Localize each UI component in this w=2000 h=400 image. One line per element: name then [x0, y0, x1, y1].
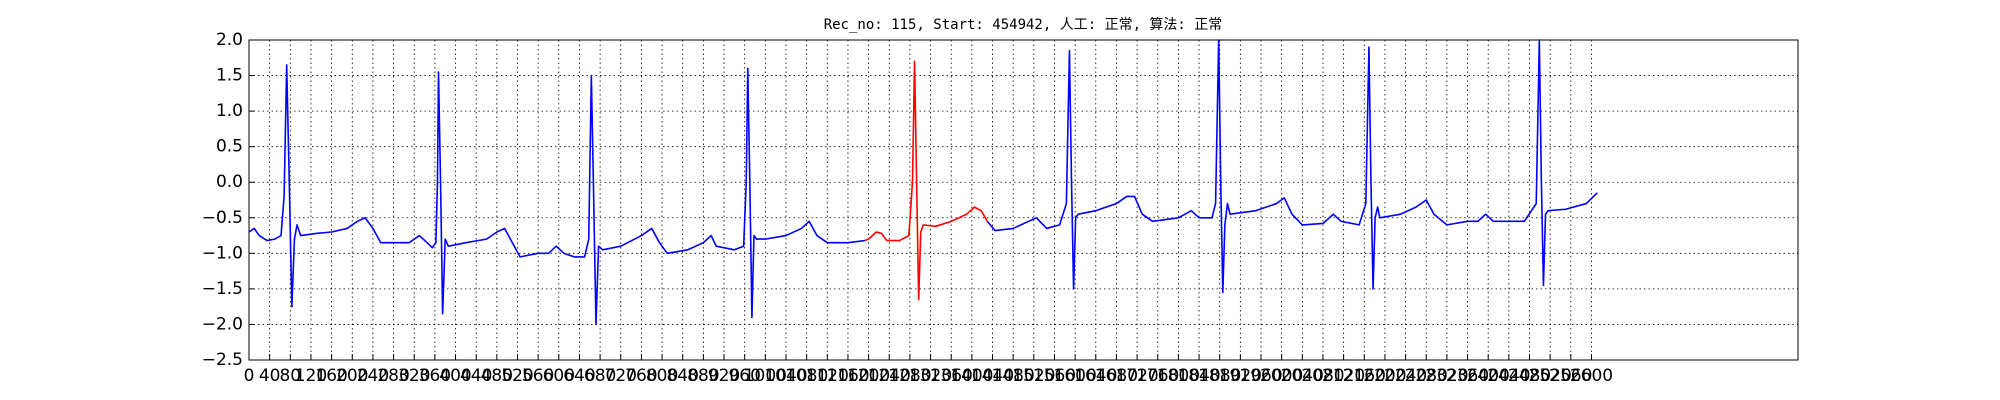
x-tick-label: 480 [481, 366, 513, 386]
x-tick-label: 1920 [1219, 366, 1262, 386]
x-tick-label: 1400 [950, 366, 993, 386]
x-tick-label: 2520 [1529, 366, 1572, 386]
x-tick-label: 880 [687, 366, 719, 386]
x-tick-label: 1760 [1136, 366, 1179, 386]
ecg-line [986, 39, 1598, 294]
x-tick-label: 2600 [1570, 366, 1613, 386]
x-tick-label: 1040 [764, 366, 807, 386]
y-tick-label: −0.5 [202, 208, 243, 228]
y-tick-label: −2.5 [202, 350, 243, 370]
x-tick-label: 1080 [785, 366, 828, 386]
y-tick-label: −1.5 [202, 279, 243, 299]
y-tick-label: 0.0 [216, 172, 243, 192]
x-tick-label: 560 [522, 366, 554, 386]
x-tick-label: 600 [543, 366, 575, 386]
x-tick-label: 400 [439, 366, 471, 386]
x-tick-label: 160 [315, 366, 347, 386]
x-tick-label: 1240 [868, 366, 911, 386]
x-tick-label: 240 [357, 366, 389, 386]
x-tick-label: 2160 [1343, 366, 1386, 386]
x-tick-label: 2360 [1446, 366, 1489, 386]
x-tick-label: 1600 [1054, 366, 1097, 386]
x-tick-label: 1440 [971, 366, 1014, 386]
x-tick-label: 360 [419, 366, 451, 386]
y-tick-label: −2.0 [202, 314, 243, 334]
plot-frame [248, 39, 1799, 361]
x-tick-label: 1320 [909, 366, 952, 386]
x-tick-label: 80 [279, 366, 301, 386]
x-tick-label: 2120 [1322, 366, 1365, 386]
x-tick-label: 2040 [1281, 366, 1324, 386]
x-tick-label: 2080 [1301, 366, 1344, 386]
x-tick-label: 1800 [1157, 366, 1200, 386]
x-tick-label: 720 [605, 366, 637, 386]
x-tick-label: 440 [460, 366, 492, 386]
x-tick-label: 1720 [1115, 366, 1158, 386]
x-tick-label: 1640 [1074, 366, 1117, 386]
x-tick-label: 2560 [1549, 366, 1592, 386]
y-tick-label: 2.0 [216, 30, 243, 50]
chart-title: Rec_no: 115, Start: 454942, 人工: 正常, 算法: … [824, 17, 1223, 33]
x-tick-label: 2480 [1508, 366, 1551, 386]
x-tick-label: 1200 [847, 366, 890, 386]
y-tick-label: 1.5 [216, 66, 243, 86]
x-tick-label: 2400 [1467, 366, 1510, 386]
x-tick-label: 920 [708, 366, 740, 386]
x-tick-label: 1120 [806, 366, 849, 386]
ecg-line [248, 64, 866, 326]
x-tick-label: 200 [336, 366, 368, 386]
x-tick-label: 2320 [1425, 366, 1468, 386]
x-tick-label: 280 [377, 366, 409, 386]
x-tick-label: 2280 [1405, 366, 1448, 386]
x-tick-label: 680 [584, 366, 616, 386]
x-tick-label: 1960 [1239, 366, 1282, 386]
x-tick-label: 1480 [992, 366, 1035, 386]
y-tick-label: 1.0 [216, 101, 243, 121]
y-tick-label: −1.0 [202, 243, 243, 263]
x-tick-label: 1880 [1198, 366, 1241, 386]
x-tick-label: 520 [501, 366, 533, 386]
x-tick-label: 1520 [1012, 366, 1055, 386]
x-tick-label: 2000 [1260, 366, 1303, 386]
x-tick-label: 0 [244, 366, 255, 386]
x-tick-label: 960 [728, 366, 760, 386]
x-tick-label: 120 [295, 366, 327, 386]
x-tick-label: 1000 [744, 366, 787, 386]
x-tick-label: 320 [398, 366, 430, 386]
x-tick-label: 640 [563, 366, 595, 386]
x-tick-label: 1840 [1177, 366, 1220, 386]
x-tick-label: 840 [666, 366, 698, 386]
x-tick-label: 2200 [1363, 366, 1406, 386]
x-tick-label: 2440 [1487, 366, 1530, 386]
x-tick-label: 1360 [930, 366, 973, 386]
x-tick-label: 1160 [826, 366, 869, 386]
ecg-line [864, 60, 989, 301]
x-tick-label: 800 [646, 366, 678, 386]
x-tick-label: 760 [625, 366, 657, 386]
x-tick-label: 1560 [1033, 366, 1076, 386]
y-tick-label: 0.5 [216, 137, 243, 157]
x-tick-label: 1680 [1095, 366, 1138, 386]
x-tick-label: 1280 [888, 366, 931, 386]
x-tick-label: 40 [259, 366, 281, 386]
x-tick-label: 2240 [1384, 366, 1427, 386]
